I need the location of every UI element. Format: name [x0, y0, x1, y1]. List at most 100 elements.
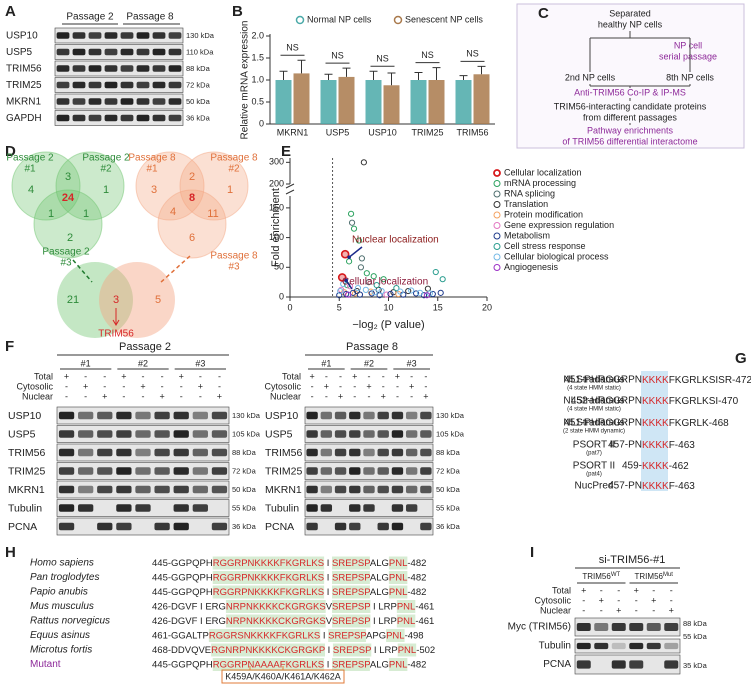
data-point — [383, 291, 390, 298]
fraction-mark: - — [635, 595, 638, 605]
sequence-prefix: 452-HRGGRPN — [571, 396, 642, 407]
blot-band — [192, 485, 208, 494]
sequence-suffix: FKGRLKSISR-472 — [669, 375, 751, 386]
sequence-segment: I — [325, 645, 333, 656]
blot-band — [420, 430, 432, 438]
blot-band — [391, 411, 404, 420]
conserved-segment: PNL — [398, 645, 416, 656]
blot-band — [173, 485, 189, 494]
blot-band — [420, 522, 432, 531]
blot-band — [56, 81, 70, 89]
conserved-segment: PNL — [389, 587, 407, 598]
data-point — [412, 290, 420, 297]
conserved-segment: NRPNKKKKCKGRGKS — [226, 616, 326, 627]
venn-set-label: Passage 8 — [128, 153, 176, 164]
blot-band — [88, 114, 102, 122]
species-name: Mutant — [30, 659, 61, 670]
conserved-segment: RGGRPNKKKKFKGRLKS — [213, 572, 324, 583]
kda-label: 36 kDa — [436, 522, 461, 531]
fraction-mark: - — [103, 381, 106, 391]
sequence: KKKKFKGRLKSISR-472 — [642, 375, 751, 386]
blot-band — [136, 32, 150, 39]
blot-band — [72, 81, 86, 89]
x-tick-label: 20 — [482, 302, 492, 312]
row-label: GAPDH — [6, 113, 42, 124]
data-point — [350, 225, 358, 232]
legend-marker — [493, 201, 501, 208]
kda-label: 88 kDa — [683, 619, 708, 628]
kda-label: 130 kDa — [186, 31, 215, 40]
blot-strip — [54, 93, 184, 110]
blot-band — [211, 467, 228, 475]
legend-marker — [493, 222, 501, 229]
venn-count: 21 — [67, 294, 79, 306]
blot-band — [173, 448, 189, 457]
legend-marker — [493, 211, 501, 219]
legend-label: Senescent NP cells — [405, 14, 483, 24]
venn-set-label: Passage 8 — [210, 251, 258, 262]
sequence-segment: -482 — [407, 659, 426, 670]
row-label: Tubulin — [265, 502, 299, 514]
group-superscript: WT — [611, 572, 621, 578]
fraction-mark: - — [424, 371, 427, 381]
blot-band — [320, 448, 333, 457]
y-tick-label: 0.5 — [251, 96, 264, 106]
venn-count: 2 — [189, 171, 195, 183]
venn-count: 24 — [62, 192, 75, 204]
flow-text: Separated — [609, 8, 651, 18]
blot-band — [136, 81, 150, 89]
blot-band — [349, 522, 361, 531]
sequence: 445-GGPQPHRGGRPNAAAAFKGRLKS I SREPSPALGP… — [152, 659, 426, 670]
data-point — [432, 268, 439, 276]
flow-text: Pathway enrichments — [587, 125, 674, 135]
fraction-mark: - — [218, 371, 221, 381]
row-label: PCNA — [543, 659, 571, 670]
bar — [383, 85, 400, 124]
blot-band — [58, 522, 75, 531]
data-point — [368, 290, 375, 297]
row-label: USP10 — [6, 31, 38, 42]
fraction-mark: - — [122, 391, 125, 401]
sequence-segment: -498 — [405, 630, 424, 641]
row-label: Tubulin — [8, 502, 42, 514]
fraction-mark: + — [324, 381, 329, 391]
fraction-mark: + — [616, 605, 621, 615]
species-name: Papio anubis — [30, 587, 88, 598]
blot-band — [116, 485, 132, 494]
dashed-arrow — [72, 259, 93, 283]
sequence: KKKKFKGRLKSI-470 — [642, 396, 739, 407]
group-label: #3 — [407, 358, 417, 368]
row-label: USP5 — [6, 47, 33, 58]
data-point — [405, 287, 412, 295]
blot-band — [88, 81, 102, 89]
motif: KKKK — [642, 418, 669, 429]
fraction-mark: - — [339, 371, 342, 381]
fraction-mark: - — [103, 371, 106, 381]
y-tick-label: 50 — [274, 262, 284, 272]
fraction-mark: + — [198, 381, 203, 391]
row-label: MKRN1 — [6, 97, 41, 108]
fraction-label: Total — [34, 371, 53, 381]
panel-label: C — [538, 5, 549, 22]
fraction-mark: + — [309, 371, 314, 381]
blot-band — [56, 114, 70, 122]
sequence-segment: 461-GGALTP — [152, 630, 209, 641]
blot-band — [576, 642, 591, 650]
data-point — [340, 249, 350, 259]
significance-label: NS — [331, 50, 344, 60]
data-point — [380, 276, 387, 283]
venn-circle — [157, 189, 227, 259]
row-label: PCNA — [8, 521, 37, 533]
sequence-segment: -482 — [407, 572, 426, 583]
row-label: USP5 — [8, 428, 36, 440]
data-point — [354, 284, 362, 292]
sequence-segment: 445-GGPQPH — [152, 659, 213, 670]
conserved-shade — [388, 585, 408, 599]
blot-band — [154, 411, 170, 420]
blot-band — [306, 522, 318, 531]
row-label: Myc (TRIM56) — [508, 622, 571, 633]
blot-strip — [54, 77, 184, 93]
legend-marker — [493, 232, 501, 240]
blot-band — [192, 411, 208, 420]
fraction-label: Cytosolic — [534, 595, 571, 605]
